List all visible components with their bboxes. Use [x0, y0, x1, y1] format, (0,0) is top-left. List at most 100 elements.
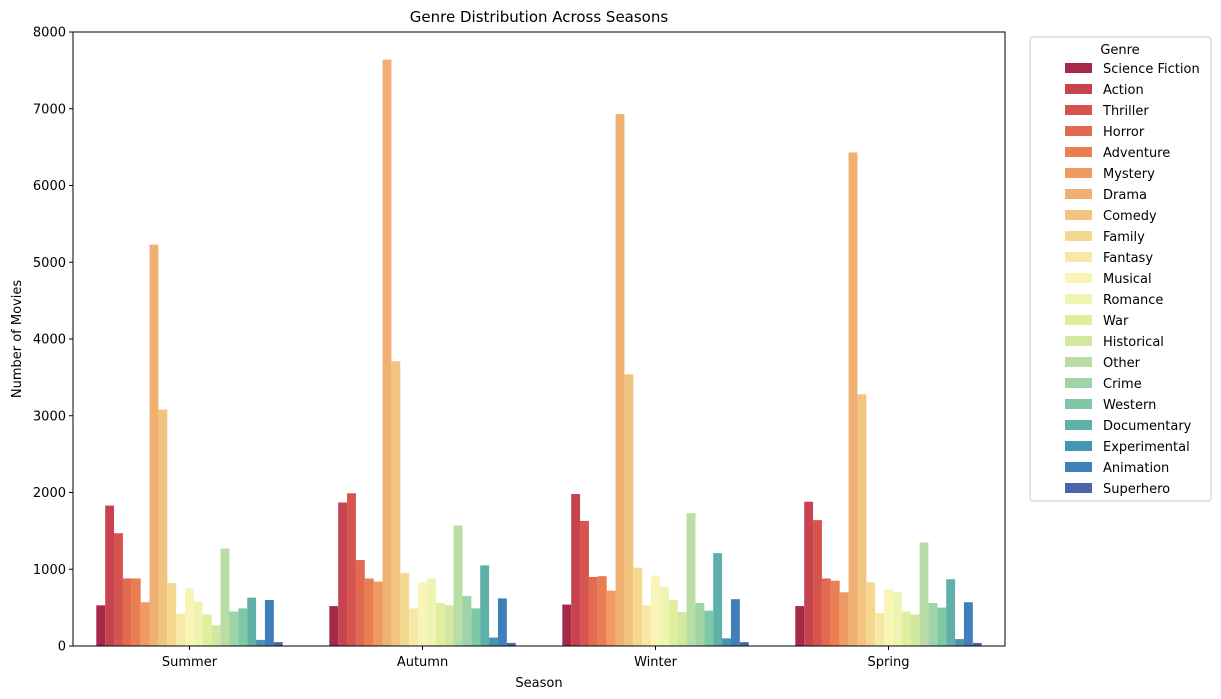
bar-other-spring [919, 542, 929, 646]
bar-family-autumn [400, 573, 410, 646]
legend-swatch [1065, 210, 1092, 220]
bar-fantasy-spring [875, 613, 885, 646]
bar-mystery-autumn [373, 581, 383, 646]
bar-adventure-autumn [364, 578, 374, 646]
bar-animation-winter [730, 599, 740, 646]
bar-experimental-summer [256, 639, 265, 646]
bar-other-winter [686, 513, 696, 646]
bar-superhero-winter [739, 642, 749, 646]
y-tick-label: 0 [58, 640, 66, 655]
legend-swatch [1065, 336, 1092, 346]
bar-horror-summer [122, 578, 132, 646]
bar-superhero-spring [972, 642, 982, 646]
bar-horror-winter [588, 576, 598, 646]
bars-group [96, 59, 982, 647]
y-tick-label: 7000 [33, 102, 66, 117]
bar-drama-autumn [382, 59, 392, 646]
y-tick-label: 3000 [33, 409, 66, 424]
bar-romance-summer [193, 601, 203, 646]
bar-science-fiction-winter [562, 604, 572, 646]
bar-action-winter [571, 494, 581, 646]
bar-documentary-winter [713, 553, 723, 646]
bar-documentary-autumn [480, 565, 490, 646]
legend-label: Drama [1103, 188, 1147, 203]
bar-action-spring [804, 501, 814, 646]
legend-label: Other [1103, 356, 1141, 371]
legend-swatch [1065, 105, 1092, 115]
bar-experimental-spring [955, 639, 964, 646]
bar-action-summer [105, 505, 115, 646]
bar-horror-spring [821, 578, 831, 646]
x-tick-label: Summer [162, 655, 218, 670]
legend-label: Experimental [1103, 440, 1190, 455]
bar-thriller-autumn [347, 493, 356, 646]
legend-swatch [1065, 126, 1092, 136]
bar-crime-summer [229, 611, 239, 646]
bar-western-spring [937, 607, 947, 647]
bar-comedy-summer [158, 409, 168, 646]
bar-war-spring [901, 611, 911, 646]
legend: Genre Science Fiction Action Thriller Horro… [1029, 36, 1212, 502]
legend-label: Horror [1103, 125, 1145, 140]
bar-fantasy-autumn [409, 608, 419, 646]
y-tick-label: 8000 [33, 26, 66, 41]
legend-swatch [1065, 189, 1092, 199]
legend-swatch [1065, 315, 1092, 325]
legend-swatch [1065, 273, 1092, 283]
bar-mystery-spring [839, 592, 849, 646]
bar-romance-autumn [426, 578, 436, 646]
bar-science-fiction-spring [795, 606, 805, 646]
bar-fantasy-summer [176, 613, 186, 646]
legend-label: Musical [1103, 272, 1152, 287]
bar-drama-summer [149, 244, 159, 646]
bar-musical-winter [651, 576, 660, 646]
legend-swatch [1065, 147, 1092, 157]
legend-label: Historical [1103, 335, 1164, 350]
bar-western-summer [238, 608, 248, 646]
bar-comedy-winter [624, 374, 634, 646]
bar-science-fiction-autumn [329, 606, 339, 646]
legend-swatch [1065, 63, 1092, 73]
bar-documentary-spring [946, 579, 956, 646]
bar-mystery-winter [606, 590, 616, 646]
x-tick-label: Autumn [397, 655, 448, 670]
legend-swatch [1065, 357, 1092, 367]
legend-label: Documentary [1103, 419, 1192, 434]
bar-war-autumn [435, 603, 445, 646]
legend-swatch [1065, 294, 1092, 304]
bar-crime-autumn [462, 596, 472, 646]
chart-title: Genre Distribution Across Seasons [410, 8, 669, 26]
bar-family-winter [633, 567, 643, 646]
bar-adventure-spring [830, 580, 840, 646]
bar-animation-summer [264, 599, 274, 646]
y-tick-label: 4000 [33, 333, 66, 348]
bar-western-winter [704, 610, 714, 646]
legend-label: Superhero [1103, 482, 1170, 497]
bar-adventure-winter [597, 576, 607, 646]
x-axis-title: Season [515, 676, 562, 691]
legend-label: Animation [1103, 461, 1169, 476]
legend-swatch [1065, 441, 1092, 451]
bar-romance-spring [892, 592, 902, 646]
legend-label: Western [1103, 398, 1156, 413]
legend-label: Romance [1103, 293, 1163, 308]
bar-adventure-summer [131, 578, 141, 646]
bar-superhero-autumn [506, 642, 516, 646]
bar-mystery-summer [140, 602, 150, 646]
legend-swatch [1065, 399, 1092, 409]
y-tick-label: 1000 [33, 563, 66, 578]
bar-drama-spring [848, 152, 858, 646]
bar-superhero-summer [273, 642, 283, 646]
bar-documentary-summer [247, 597, 257, 646]
legend-swatch [1065, 84, 1092, 94]
bar-other-summer [220, 548, 230, 646]
bar-experimental-autumn [489, 637, 498, 646]
bar-animation-autumn [497, 598, 507, 646]
legend-label: Thriller [1102, 104, 1149, 119]
bar-thriller-summer [114, 533, 123, 646]
bar-romance-winter [659, 586, 669, 646]
legend-title: Genre [1100, 43, 1139, 58]
y-tick-label: 2000 [33, 486, 66, 501]
bar-musical-spring [884, 589, 893, 646]
legend-label: Adventure [1103, 146, 1170, 161]
